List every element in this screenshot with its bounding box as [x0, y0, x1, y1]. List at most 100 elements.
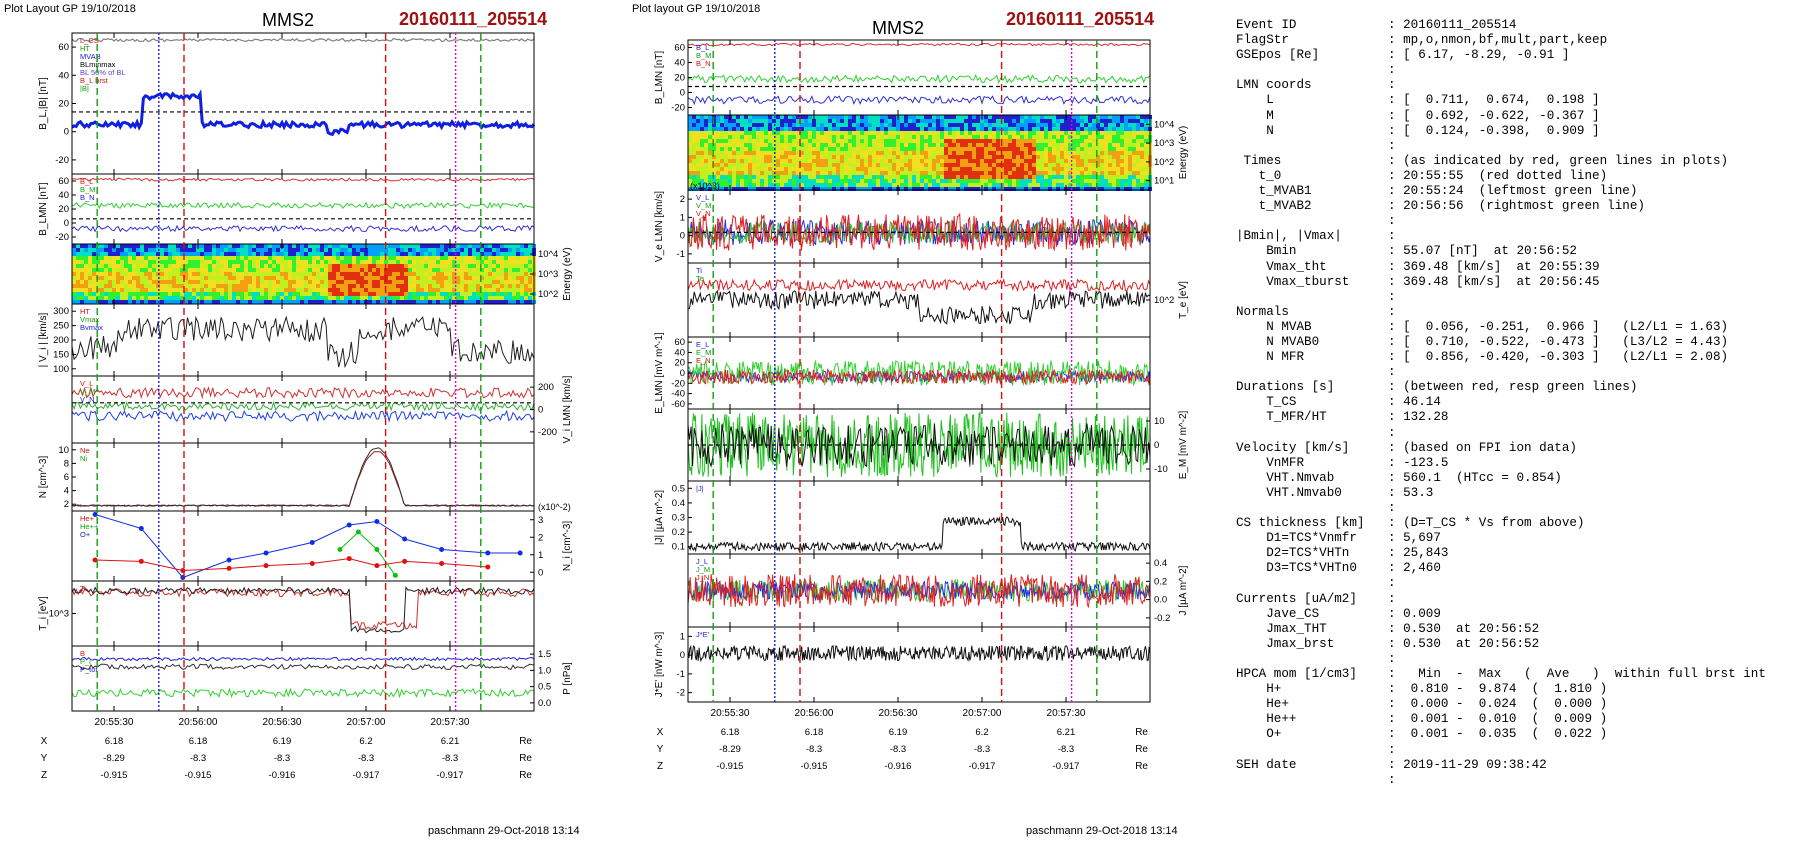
- spectrogram-cell: [1012, 187, 1016, 191]
- spectrogram-cell: [776, 131, 780, 135]
- spectrogram-cell: [160, 292, 164, 296]
- spectrogram-cell: [368, 256, 372, 260]
- spectrogram-cell: [844, 151, 848, 155]
- series-line: [687, 411, 1151, 478]
- spectrogram-cell: [460, 300, 464, 304]
- spectrogram-cell: [388, 244, 392, 248]
- spectrogram-cell: [220, 248, 224, 252]
- info-value: : [ 0.056, -0.251, 0.966 ] (L2/L1 = 1.63…: [1388, 319, 1729, 334]
- spectrogram-cell: [888, 187, 892, 191]
- spectrogram-cell: [312, 292, 316, 296]
- spectrogram-cell: [428, 252, 432, 256]
- spectrogram-cell: [436, 272, 440, 276]
- spectrogram-cell: [728, 119, 732, 123]
- spectrogram-cell: [940, 179, 944, 183]
- spectrogram-cell: [372, 244, 376, 248]
- tick-label: 0.0: [1154, 595, 1167, 606]
- spectrogram-cell: [240, 272, 244, 276]
- spectrogram-cell: [928, 159, 932, 163]
- spectrogram-cell: [788, 155, 792, 159]
- spectrogram-cell: [804, 163, 808, 167]
- spectrogram-cell: [184, 252, 188, 256]
- spectrogram-cell: [944, 155, 948, 159]
- spectrogram-cell: [916, 139, 920, 143]
- spectrogram-cell: [376, 300, 380, 304]
- spectrogram-cell: [756, 167, 760, 171]
- spectrogram-cell: [928, 167, 932, 171]
- spectrogram-cell: [908, 127, 912, 131]
- spectrogram-cell: [248, 268, 252, 272]
- spectrogram-cell: [244, 296, 248, 300]
- info-key: Durations [s]: [1236, 380, 1335, 395]
- spectrogram-cell: [1120, 167, 1124, 171]
- spectrogram-cell: [876, 159, 880, 163]
- spectrogram-cell: [716, 175, 720, 179]
- spectrogram-cell: [156, 244, 160, 248]
- spectrogram-cell: [808, 183, 812, 187]
- spectrogram-cell: [820, 139, 824, 143]
- spectrogram-cell: [1092, 171, 1096, 175]
- spectrogram-cell: [756, 127, 760, 131]
- spectrogram-cell: [416, 260, 420, 264]
- spectrogram-cell: [112, 248, 116, 252]
- spectrogram-cell: [700, 183, 704, 187]
- spectrogram-cell: [724, 119, 728, 123]
- spectrogram-cell: [148, 268, 152, 272]
- spectrogram-cell: [1024, 139, 1028, 143]
- spectrogram-cell: [872, 159, 876, 163]
- spectrogram-cell: [852, 167, 856, 171]
- spectrogram-cell: [1092, 183, 1096, 187]
- spectrogram-cell: [472, 272, 476, 276]
- info-value: : 20160111_205514: [1388, 18, 1517, 32]
- spectrogram-cell: [868, 139, 872, 143]
- spectrogram-cell: [868, 131, 872, 135]
- spectrogram-cell: [836, 183, 840, 187]
- tick-label: -1: [677, 669, 685, 680]
- spectrogram-cell: [420, 296, 424, 300]
- spectrogram-cell: [352, 292, 356, 296]
- spectrogram-cell: [1144, 167, 1148, 171]
- spectrogram-cell: [412, 264, 416, 268]
- spectrogram-cell: [904, 131, 908, 135]
- spectrogram-cell: [804, 183, 808, 187]
- spectrogram-cell: [364, 296, 368, 300]
- spectrogram-cell: [976, 143, 980, 147]
- spectrogram-cell: [236, 296, 240, 300]
- spectrogram-cell: [464, 248, 468, 252]
- spectrogram-cell: [160, 244, 164, 248]
- spectrogram-cell: [1016, 167, 1020, 171]
- spectrogram-cell: [688, 131, 692, 135]
- spectrogram-cell: [696, 139, 700, 143]
- spectrogram-cell: [72, 252, 76, 256]
- spectrogram-cell: [92, 292, 96, 296]
- spectrogram-cell: [400, 248, 404, 252]
- spectrogram-cell: [704, 155, 708, 159]
- spectrogram-cell: [232, 256, 236, 260]
- spectrogram-cell: [712, 135, 716, 139]
- spectrogram-cell: [940, 171, 944, 175]
- spectrogram-cell: [144, 264, 148, 268]
- spectrogram-cell: [1120, 135, 1124, 139]
- spectrogram-cell: [796, 139, 800, 143]
- info-line: :: [1236, 426, 1766, 441]
- spectrogram-cell: [316, 292, 320, 296]
- spectrogram-cell: [772, 139, 776, 143]
- spectrogram-cell: [848, 163, 852, 167]
- legend-entry: V_M: [80, 387, 95, 396]
- spectrogram-cell: [764, 175, 768, 179]
- info-key: Bmin: [1236, 244, 1297, 259]
- spectrogram-cell: [860, 187, 864, 191]
- spectrogram-cell: [1076, 123, 1080, 127]
- spectrogram-cell: [404, 248, 408, 252]
- spectrogram-cell: [944, 143, 948, 147]
- spectrogram-cell: [716, 187, 720, 191]
- spectrogram-cell: [1008, 115, 1012, 119]
- spectrogram-cell: [1040, 123, 1044, 127]
- spectrogram-cell: [200, 272, 204, 276]
- info-key: HPCA mom [1/cm3]: [1236, 667, 1357, 682]
- spectrogram-cell: [512, 296, 516, 300]
- spectrogram-cell: [792, 135, 796, 139]
- spectrogram-cell: [1052, 167, 1056, 171]
- spectrogram-cell: [316, 272, 320, 276]
- spectrogram-cell: [896, 119, 900, 123]
